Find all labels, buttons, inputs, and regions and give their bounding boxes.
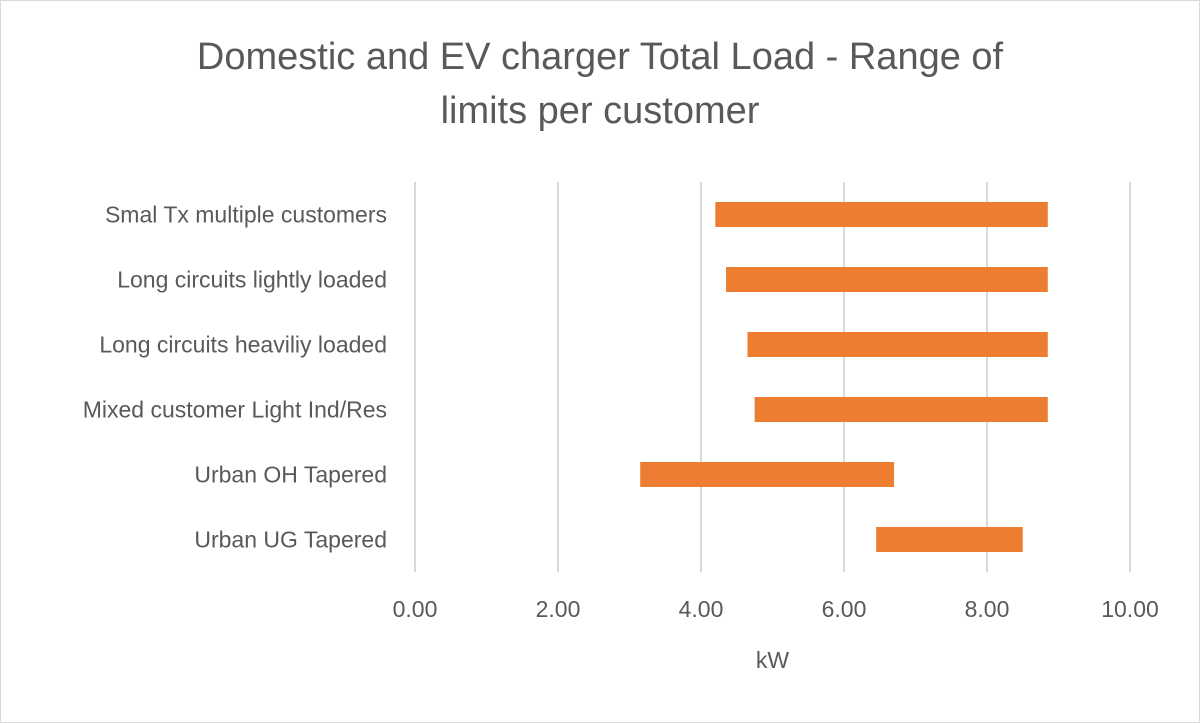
bar-range-4 — [640, 462, 895, 487]
x-tick-label-4: 8.00 — [965, 596, 1010, 622]
chart-title-line-2: limits per customer — [440, 90, 760, 132]
category-label-2: Long circuits heaviliy loaded — [99, 332, 387, 358]
bar-range-1 — [726, 267, 1048, 292]
chart-title-line-1: Domestic and EV charger Total Load - Ran… — [196, 36, 1004, 78]
category-label-0: Smal Tx multiple customers — [105, 202, 387, 228]
x-tick-label-3: 6.00 — [822, 596, 867, 622]
category-label-1: Long circuits lightly loaded — [117, 267, 387, 293]
x-tick-label-0: 0.00 — [393, 596, 438, 622]
x-tick-label-1: 2.00 — [536, 596, 581, 622]
bar-range-3 — [754, 397, 1048, 422]
x-tick-label-5: 10.00 — [1101, 596, 1159, 622]
category-label-3: Mixed customer Light Ind/Res — [83, 397, 387, 423]
category-label-5: Urban UG Tapered — [194, 527, 387, 553]
bar-range-0 — [715, 202, 1048, 227]
chart-title: Domestic and EV charger Total Load - Ran… — [0, 30, 1200, 138]
category-label-4: Urban OH Tapered — [194, 462, 387, 488]
bar-range-2 — [747, 332, 1048, 357]
x-axis-title: kW — [756, 647, 790, 673]
x-tick-label-2: 4.00 — [679, 596, 724, 622]
bar-range-5 — [876, 527, 1023, 552]
